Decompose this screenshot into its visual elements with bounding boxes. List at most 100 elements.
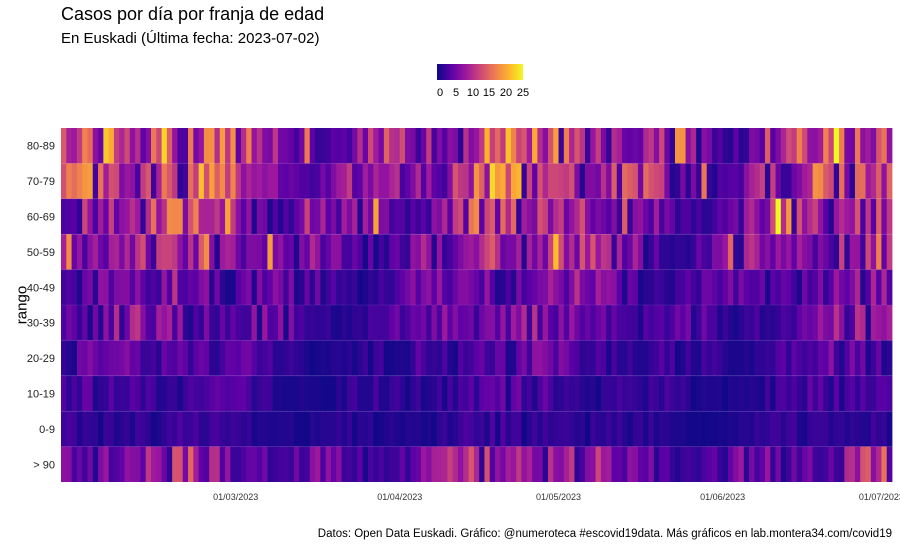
heatmap-cell	[823, 163, 829, 199]
heatmap-cell	[246, 269, 252, 305]
heatmap-cell	[405, 234, 411, 270]
legend-tick: 0	[436, 87, 444, 99]
heatmap-cell	[129, 269, 136, 305]
heatmap-cell	[690, 340, 697, 376]
heatmap-cell	[278, 163, 284, 199]
heatmap-cell	[103, 340, 110, 376]
heatmap-cell	[399, 128, 406, 164]
heatmap-cell	[362, 128, 369, 164]
heatmap-cell	[791, 375, 798, 412]
heatmap-cell	[780, 269, 787, 305]
heatmap-cell	[521, 198, 528, 235]
heatmap-cell	[817, 163, 824, 199]
heatmap-cell	[140, 128, 147, 164]
heatmap-cell	[727, 411, 734, 447]
heatmap-cell	[860, 375, 866, 412]
heatmap-cell	[611, 163, 618, 199]
heatmap-cell	[82, 375, 88, 412]
heatmap-cell	[156, 234, 162, 270]
heatmap-cell	[648, 128, 655, 164]
heatmap-cell	[595, 234, 602, 270]
heatmap-cell	[288, 198, 295, 235]
heatmap-cell	[240, 411, 247, 447]
heatmap-cell	[389, 411, 395, 447]
heatmap-cell	[590, 269, 596, 305]
heatmap-cell	[854, 269, 861, 305]
heatmap-cell	[166, 305, 173, 341]
heatmap-cell	[135, 163, 141, 199]
heatmap-cell	[627, 446, 634, 482]
heatmap-cell	[828, 198, 835, 235]
heatmap-cell	[293, 269, 300, 305]
heatmap-cell	[828, 446, 835, 482]
heatmap-cell	[82, 163, 88, 199]
heatmap-cell	[807, 375, 813, 412]
heatmap-cell	[92, 375, 99, 412]
legend-tick: 20	[499, 87, 513, 99]
heatmap-cell	[585, 198, 591, 235]
heatmap-cell	[532, 234, 538, 270]
heatmap-cell	[595, 128, 602, 164]
heatmap-cell	[749, 269, 755, 305]
heatmap-cell	[484, 305, 491, 341]
heatmap-cell	[860, 198, 866, 235]
heatmap-cell	[590, 163, 596, 199]
heatmap-cell	[516, 446, 522, 482]
heatmap-cell	[611, 305, 618, 341]
heatmap-cell	[532, 198, 538, 235]
heatmap-cell	[256, 305, 263, 341]
heatmap-cell	[802, 269, 808, 305]
heatmap-cell	[685, 234, 692, 270]
heatmap-cell	[759, 340, 766, 376]
heatmap-cell	[569, 340, 575, 376]
heatmap-cell	[150, 340, 157, 376]
heatmap-cell	[225, 198, 231, 235]
heatmap-cell	[119, 163, 125, 199]
heatmap-cell	[442, 340, 448, 376]
heatmap-cell	[373, 128, 379, 164]
heatmap-cell	[886, 305, 893, 341]
heatmap-cell	[309, 446, 316, 482]
heatmap-cell	[886, 446, 893, 482]
heatmap-cell	[780, 375, 787, 412]
heatmap-cell	[140, 234, 147, 270]
heatmap-cell	[870, 269, 877, 305]
heatmap-cell	[188, 128, 194, 164]
heatmap-cell	[124, 411, 131, 447]
heatmap-cell	[61, 305, 67, 341]
heatmap-cell	[632, 305, 639, 341]
heatmap-cell	[389, 305, 395, 341]
heatmap-cell	[537, 163, 544, 199]
heatmap-cell	[770, 269, 776, 305]
heatmap-cell	[833, 411, 840, 447]
heatmap-cell	[532, 446, 538, 482]
heatmap-cell	[288, 375, 295, 412]
heatmap-cell	[733, 446, 739, 482]
heatmap-cell	[103, 128, 110, 164]
heatmap-cell	[415, 198, 422, 235]
heatmap-cell	[473, 234, 480, 270]
heatmap-cell	[749, 411, 755, 447]
heatmap-cell	[823, 411, 829, 447]
heatmap-cell	[585, 269, 591, 305]
heatmap-cell	[272, 234, 279, 270]
heatmap-cell	[786, 163, 792, 199]
heatmap-cell	[722, 305, 729, 341]
heatmap-cell	[828, 305, 835, 341]
heatmap-cell	[214, 163, 221, 199]
heatmap-cell	[87, 340, 94, 376]
heatmap-cell	[420, 411, 427, 447]
heatmap-cell	[225, 446, 231, 482]
heatmap-cell	[595, 305, 602, 341]
heatmap-cell	[352, 198, 358, 235]
heatmap-cell	[394, 411, 401, 447]
heatmap-cell	[66, 163, 72, 199]
heatmap-cell	[865, 340, 872, 376]
heatmap-cell	[426, 446, 432, 482]
heatmap-cell	[823, 446, 829, 482]
heatmap-cell	[796, 446, 803, 482]
heatmap-cell	[182, 411, 189, 447]
heatmap-cell	[198, 269, 205, 305]
heatmap-cell	[648, 446, 655, 482]
heatmap-cell	[622, 198, 628, 235]
